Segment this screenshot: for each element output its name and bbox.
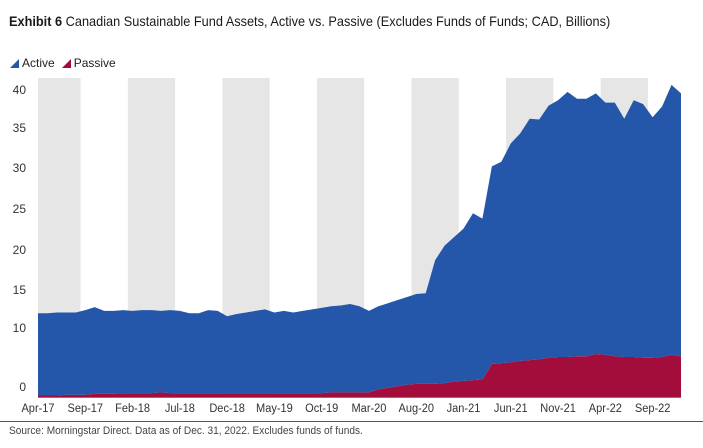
triangle-icon <box>61 58 71 68</box>
y-tick-label: 25 <box>13 202 27 216</box>
legend-item-passive: Passive <box>61 56 116 70</box>
x-tick-label: Apr-17 <box>21 403 54 415</box>
chart-title: Exhibit 6 Canadian Sustainable Fund Asset… <box>9 13 610 30</box>
triangle-icon <box>10 58 19 68</box>
y-tick-label: 30 <box>13 161 27 175</box>
x-tick-label: Jun-21 <box>494 403 528 415</box>
x-tick-label: Sep-17 <box>67 403 103 415</box>
y-tick-label: 35 <box>13 121 27 135</box>
legend-marker-active <box>10 58 19 68</box>
y-tick-label: 40 <box>13 83 27 97</box>
plot-areas <box>38 84 681 397</box>
x-tick-label: Sep-22 <box>635 403 671 415</box>
passive-area <box>38 353 681 397</box>
footer-divider <box>0 421 703 422</box>
legend-label-passive: Passive <box>73 56 116 70</box>
x-tick-label: Dec-18 <box>209 403 245 415</box>
chart-title-text: Canadian Sustainable Fund Assets, Active… <box>65 13 611 29</box>
x-tick-label: Jul-18 <box>165 403 195 415</box>
x-tick-label: Jan-21 <box>447 403 481 415</box>
y-tick-label: 10 <box>13 321 27 335</box>
x-tick-label: Apr-22 <box>589 403 622 415</box>
x-tick-label: Aug-20 <box>398 403 434 415</box>
legend-label-active: Active <box>22 56 55 70</box>
y-tick-label: 15 <box>13 283 27 297</box>
y-tick-label: 0 <box>19 380 26 394</box>
legend-marker-passive <box>61 58 71 68</box>
legend-item-active: Active <box>10 56 55 70</box>
exhibit-number: Exhibit 6 <box>9 13 63 29</box>
active-area <box>38 84 681 396</box>
x-tick-label: Nov-21 <box>540 403 576 415</box>
source-note: Source: Morningstar Direct. Data as of D… <box>9 425 363 437</box>
y-axis: 40 35 30 25 20 15 10 0 <box>13 83 27 394</box>
x-tick-label: Feb-18 <box>115 403 150 415</box>
x-tick-label: Mar-20 <box>351 403 386 415</box>
chart-legend: Active Passive <box>10 56 123 70</box>
x-tick-label: Oct-19 <box>305 403 338 415</box>
x-tick-label: May-19 <box>256 403 293 415</box>
y-tick-label: 20 <box>13 243 27 257</box>
x-axis: Apr-17 Sep-17 Feb-18 Jul-18 Dec-18 May-19 Oct-… <box>21 397 681 415</box>
